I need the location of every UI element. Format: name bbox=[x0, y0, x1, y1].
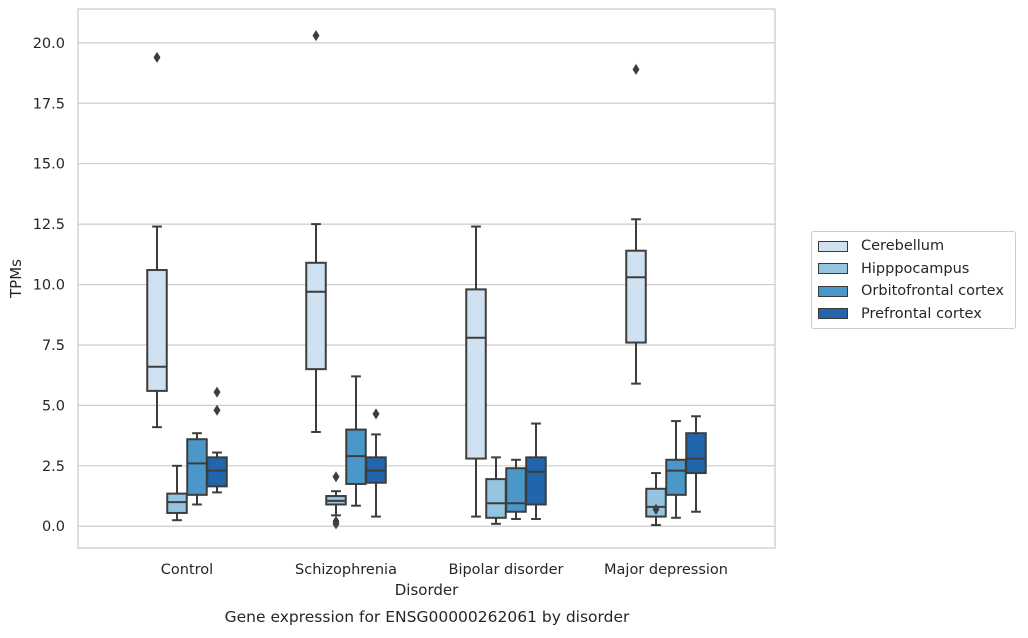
y-tick-label: 12.5 bbox=[33, 217, 65, 233]
y-tick-label: 15.0 bbox=[33, 157, 65, 173]
box-cerebellum bbox=[625, 63, 647, 385]
x-tick-label: Control bbox=[161, 562, 213, 578]
legend-swatch bbox=[818, 285, 848, 297]
box-body bbox=[485, 478, 507, 519]
box-body bbox=[625, 249, 647, 344]
x-tick-label: Bipolar disorder bbox=[449, 562, 564, 578]
x-tick-labels: Control Schizophrenia Bipolar disorder Majo… bbox=[161, 562, 728, 578]
x-tick-label: Major depression bbox=[604, 562, 728, 578]
y-tick-label: 17.5 bbox=[33, 96, 65, 112]
box-prefrontal-cortex bbox=[365, 408, 387, 518]
outlier-point bbox=[632, 63, 640, 75]
x-tick-label: Schizophrenia bbox=[295, 562, 397, 578]
outlier-point bbox=[332, 471, 340, 483]
box-cerebellum bbox=[465, 225, 487, 518]
legend-label: Cerebellum bbox=[861, 238, 945, 255]
outlier-point bbox=[213, 386, 221, 398]
box-body bbox=[525, 456, 547, 506]
box-hipppocampus bbox=[166, 464, 188, 522]
box-body bbox=[465, 288, 487, 460]
legend-label: Hipppocampus bbox=[861, 260, 970, 277]
box-orbitofrontal-cortex bbox=[345, 375, 367, 507]
box-body bbox=[645, 487, 667, 518]
outlier-point bbox=[312, 30, 320, 42]
outlier-point bbox=[153, 51, 161, 63]
box-prefrontal-cortex bbox=[206, 386, 228, 494]
y-tick-label: 7.5 bbox=[42, 338, 65, 354]
box-body bbox=[305, 261, 327, 371]
outlier-point bbox=[372, 408, 380, 420]
box-body bbox=[685, 432, 707, 475]
box-body bbox=[665, 458, 687, 496]
legend-item: Orbitofrontal cortex bbox=[812, 280, 1015, 303]
box-hipppocampus bbox=[645, 472, 667, 527]
outlier-point bbox=[332, 518, 340, 530]
y-tick-label: 20.0 bbox=[33, 36, 65, 52]
legend-swatch bbox=[818, 308, 848, 320]
box-plots bbox=[146, 30, 707, 530]
box-body bbox=[206, 456, 228, 488]
chart-title: Gene expression for ENSG00000262061 by d… bbox=[225, 608, 630, 626]
y-tick-label: 5.0 bbox=[42, 398, 65, 414]
box-body bbox=[146, 269, 168, 392]
y-axis-label: TPMs bbox=[7, 259, 25, 299]
outlier-point bbox=[652, 503, 660, 515]
box-cerebellum bbox=[305, 30, 327, 433]
plot-frame bbox=[77, 8, 776, 549]
box-prefrontal-cortex bbox=[525, 422, 547, 520]
legend-item: Cerebellum bbox=[812, 235, 1015, 258]
box-body bbox=[186, 438, 208, 496]
outlier-point bbox=[213, 404, 221, 416]
box-hipppocampus bbox=[325, 471, 347, 530]
y-tick-label: 0.0 bbox=[42, 519, 65, 535]
box-orbitofrontal-cortex bbox=[505, 458, 527, 520]
box-orbitofrontal-cortex bbox=[186, 432, 208, 506]
legend: Cerebellum Hipppocampus Orbitofrontal cort… bbox=[811, 231, 1016, 329]
box-body bbox=[505, 467, 527, 513]
box-body bbox=[166, 492, 188, 514]
gridlines bbox=[78, 42, 775, 527]
legend-item: Prefrontal cortex bbox=[812, 303, 1015, 326]
legend-label: Orbitofrontal cortex bbox=[861, 283, 1004, 300]
box-prefrontal-cortex bbox=[685, 415, 707, 513]
x-axis-label: Disorder bbox=[395, 581, 459, 599]
legend-swatch bbox=[818, 240, 848, 252]
box-orbitofrontal-cortex bbox=[665, 420, 687, 519]
box-cerebellum bbox=[146, 51, 168, 429]
y-tick-label: 2.5 bbox=[42, 459, 65, 475]
y-tick-label: 10.0 bbox=[33, 278, 65, 294]
legend-swatch bbox=[818, 263, 848, 275]
legend-item: Hipppocampus bbox=[812, 258, 1015, 281]
box-hipppocampus bbox=[485, 456, 507, 525]
legend-label: Prefrontal cortex bbox=[861, 305, 982, 322]
y-tick-labels: 0.0 2.5 5.0 7.5 10.0 12.5 15.0 17.5 20.0 bbox=[33, 36, 65, 535]
